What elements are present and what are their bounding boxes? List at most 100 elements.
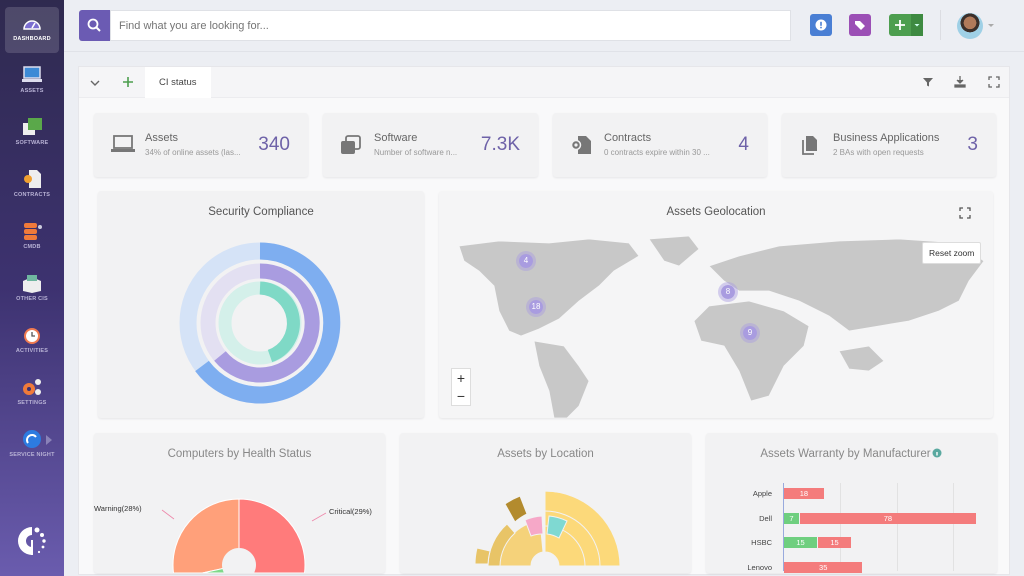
sidebar-item-settings[interactable]: SETTINGS [5, 371, 59, 417]
pie-leader-lines [161, 509, 327, 522]
sunburst-segment [524, 515, 544, 537]
clock-icon [24, 328, 40, 344]
info-icon[interactable] [932, 448, 942, 458]
sidebar-item-label: ACTIVITIES [15, 348, 49, 354]
category-label: HSBC [751, 538, 772, 547]
sidebar-item-software[interactable]: SOFTWARE [5, 111, 59, 157]
contract-icon [24, 170, 41, 188]
bar-segment[interactable]: 35 [784, 561, 863, 573]
search-input[interactable] [110, 10, 791, 41]
sidebar-item-label: SERVICE NIGHT [9, 452, 55, 458]
card-title: Assets [145, 132, 179, 144]
widget-security-compliance: Security Compliance [98, 191, 424, 418]
category-label: Lenovo [747, 562, 772, 572]
avatar[interactable] [957, 13, 983, 39]
tags-button[interactable] [849, 14, 871, 36]
ring-inner [259, 281, 300, 363]
card-title: Business Applications [833, 132, 940, 144]
zoom-out-button[interactable]: − [456, 388, 466, 404]
expand-arrow-icon[interactable] [46, 435, 52, 445]
add-tab-icon[interactable] [122, 76, 134, 88]
map-cluster-marker[interactable]: 4 [516, 251, 536, 271]
filter-icon[interactable] [922, 76, 934, 88]
chevron-down-icon[interactable] [987, 23, 995, 29]
security-compliance-chart [179, 242, 341, 404]
pie-label-warning: Warning(28%) [94, 504, 142, 513]
grid-line [783, 483, 784, 571]
card-assets[interactable]: Assets 34% of online assets (las... 340 [94, 113, 308, 177]
grid-line [953, 483, 955, 571]
sidebar-item-cmdb[interactable]: CMDB [5, 215, 59, 261]
category-label: Dell [759, 513, 772, 523]
top-bar [64, 0, 1024, 52]
world-map[interactable] [439, 231, 993, 418]
sidebar-item-other-cis[interactable]: OTHER CIS [5, 267, 59, 313]
sidebar-item-label: ASSETS [20, 88, 44, 94]
widget-title: Assets Geolocation [666, 206, 766, 218]
add-button[interactable] [889, 14, 923, 36]
bar-segment[interactable]: 18 [784, 488, 824, 499]
sidebar-item-label: CMDB [23, 244, 41, 250]
ring-middle [214, 263, 320, 383]
zoom-in-button[interactable]: + [456, 370, 466, 386]
download-icon[interactable] [954, 75, 966, 88]
card-software[interactable]: Software Number of software n... 7.3K [323, 113, 538, 177]
tab-bar: CI status [79, 67, 1009, 98]
card-value: 7.3K [480, 134, 520, 155]
card-subtitle: 34% of online assets (las... [145, 148, 241, 157]
bar-segment[interactable]: 15 [784, 537, 818, 548]
card-value: 3 [967, 134, 978, 155]
map-cluster-marker[interactable]: 8 [718, 282, 738, 302]
fullscreen-icon[interactable] [959, 207, 971, 219]
sidebar-item-label: SOFTWARE [15, 140, 49, 146]
pie-hole [222, 548, 256, 573]
card-business-applications[interactable]: Business Applications 2 BAs with open re… [782, 113, 996, 177]
software-window-icon [23, 118, 42, 135]
sunburst-segment [546, 515, 568, 539]
gears-icon [23, 379, 41, 395]
map-cluster-marker[interactable]: 9 [740, 323, 760, 343]
sidebar-item-label: DASHBOARD [13, 36, 51, 42]
bar-segment[interactable]: 15 [818, 537, 852, 548]
laptop-icon [22, 66, 42, 82]
laptop-icon [111, 135, 135, 152]
sidebar-item-dashboard[interactable]: DASHBOARD [5, 7, 59, 53]
widget-title: Assets Warranty by Manufacturer [760, 448, 931, 460]
plus-icon [895, 14, 923, 36]
sidebar-item-contracts[interactable]: CONTRACTS [5, 163, 59, 209]
contract-icon [570, 136, 591, 154]
logo-icon [18, 527, 46, 555]
sidebar-item-service-night[interactable]: SERVICE NIGHT [5, 423, 59, 469]
search-button[interactable] [79, 10, 110, 41]
sidebar-item-assets[interactable]: ASSETS [5, 59, 59, 105]
card-value: 4 [738, 134, 749, 155]
card-contracts[interactable]: Contracts 0 contracts expire within 30 .… [553, 113, 767, 177]
pie-label-critical: Critical(29%) [329, 507, 372, 516]
card-value: 340 [258, 134, 290, 155]
card-subtitle: Number of software n... [374, 148, 458, 157]
location-sunburst-chart [474, 490, 621, 567]
sidebar-item-activities[interactable]: ACTIVITIES [5, 319, 59, 365]
alert-icon [815, 19, 827, 31]
bar-segment[interactable]: 78 [799, 512, 976, 524]
reset-zoom-button[interactable]: Reset zoom [922, 242, 982, 264]
card-title: Software [374, 132, 418, 144]
widget-assets-geolocation: Assets Geolocation Reset zoom + − 4 18 8 9 [439, 191, 993, 418]
sidebar-item-label: SETTINGS [17, 400, 47, 406]
chevron-down-icon[interactable] [89, 78, 101, 88]
pie-slice-warning [172, 498, 240, 573]
tab-ci-status[interactable]: CI status [145, 67, 211, 98]
alert-button[interactable] [810, 14, 832, 36]
widget-assets-location: Assets by Location [400, 433, 691, 573]
database-icon [24, 223, 42, 240]
fullscreen-icon[interactable] [988, 76, 1000, 88]
search-icon [87, 18, 101, 32]
sidebar-item-label: CONTRACTS [13, 192, 51, 198]
service-night-icon [23, 430, 41, 448]
bar-segment[interactable]: 7 [784, 512, 799, 524]
gauge-icon [23, 20, 41, 30]
map-cluster-marker[interactable]: 18 [526, 297, 546, 317]
ring-outer [195, 242, 341, 404]
card-title: Contracts [604, 132, 652, 144]
card-subtitle: 0 contracts expire within 30 ... [604, 148, 710, 157]
